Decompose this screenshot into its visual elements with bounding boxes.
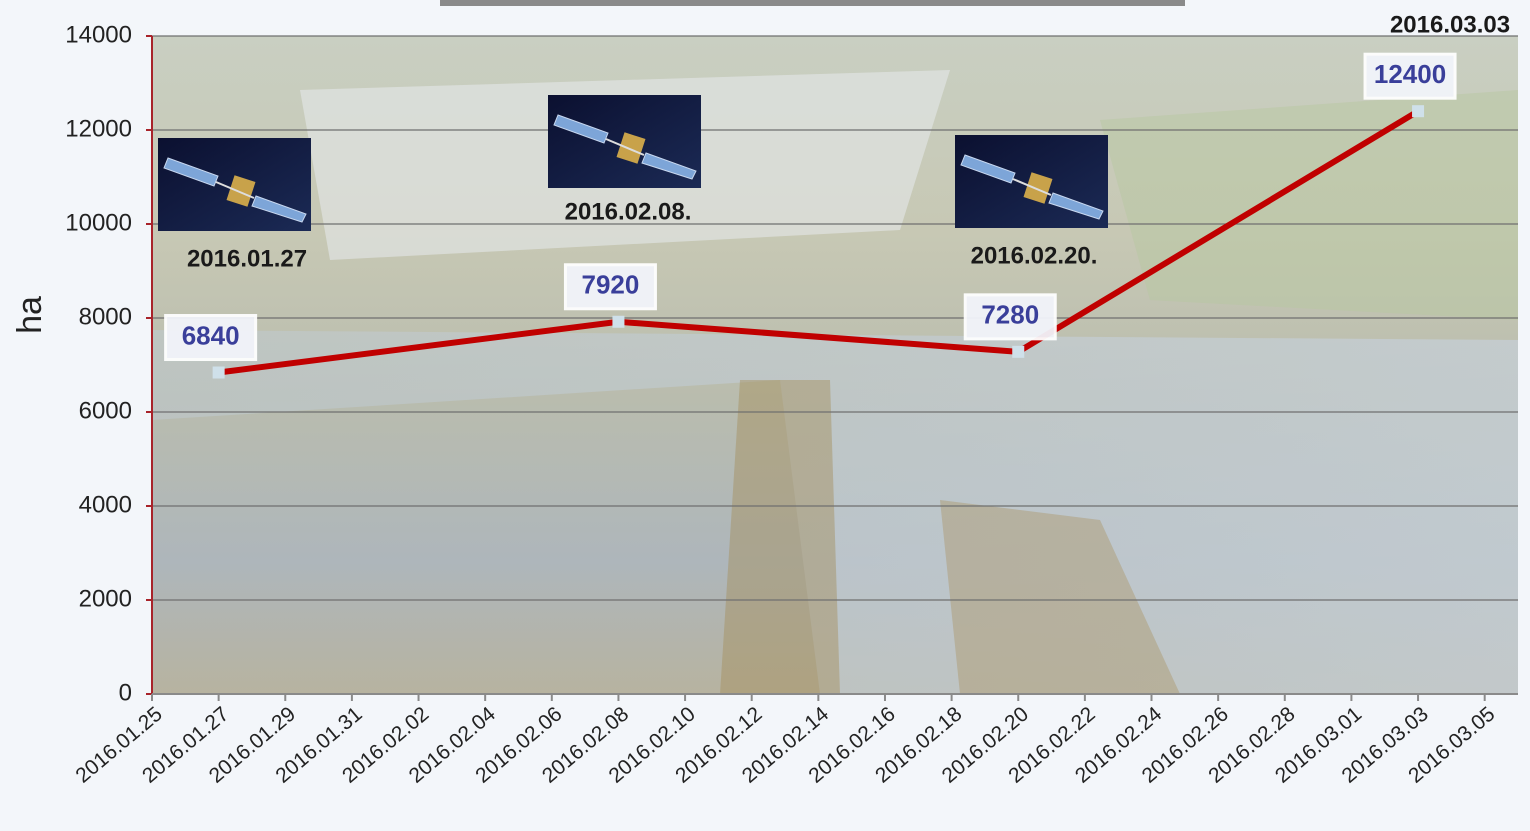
y-axis-label: ha: [11, 296, 49, 334]
y-tick-label: 0: [119, 679, 132, 706]
satellite-image: [954, 134, 1109, 229]
value-label-box: [164, 314, 258, 362]
value-label: 6840: [182, 320, 240, 350]
annotation: 2016.01.27: [187, 245, 307, 272]
y-tick-label: 12000: [65, 115, 132, 142]
value-label: 7920: [582, 270, 640, 300]
value-label-box: [1363, 52, 1457, 100]
y-tick-label: 2000: [79, 585, 132, 612]
point-marker: [1412, 105, 1425, 118]
y-tick-label: 4000: [79, 491, 132, 518]
annotation: 2016.02.08.: [565, 198, 692, 225]
annotation: 2016.03.03: [1390, 11, 1510, 38]
y-tick-label: 8000: [79, 303, 132, 330]
value-label: 12400: [1374, 59, 1446, 89]
point-marker: [1012, 345, 1025, 358]
satellite-image: [547, 94, 702, 189]
line: [215, 108, 1422, 376]
y-tick-label: 10000: [65, 209, 132, 236]
value-label-box: [963, 293, 1057, 341]
annotation: 2016.02.20.: [971, 242, 1098, 269]
y-tick-label: 6000: [79, 397, 132, 424]
point-marker: [212, 366, 225, 379]
point-marker: [612, 315, 625, 328]
value-label-box: [563, 263, 657, 311]
satellite-image: [157, 137, 312, 232]
value-label: 7280: [981, 300, 1039, 330]
y-tick-label: 14000: [65, 21, 132, 48]
